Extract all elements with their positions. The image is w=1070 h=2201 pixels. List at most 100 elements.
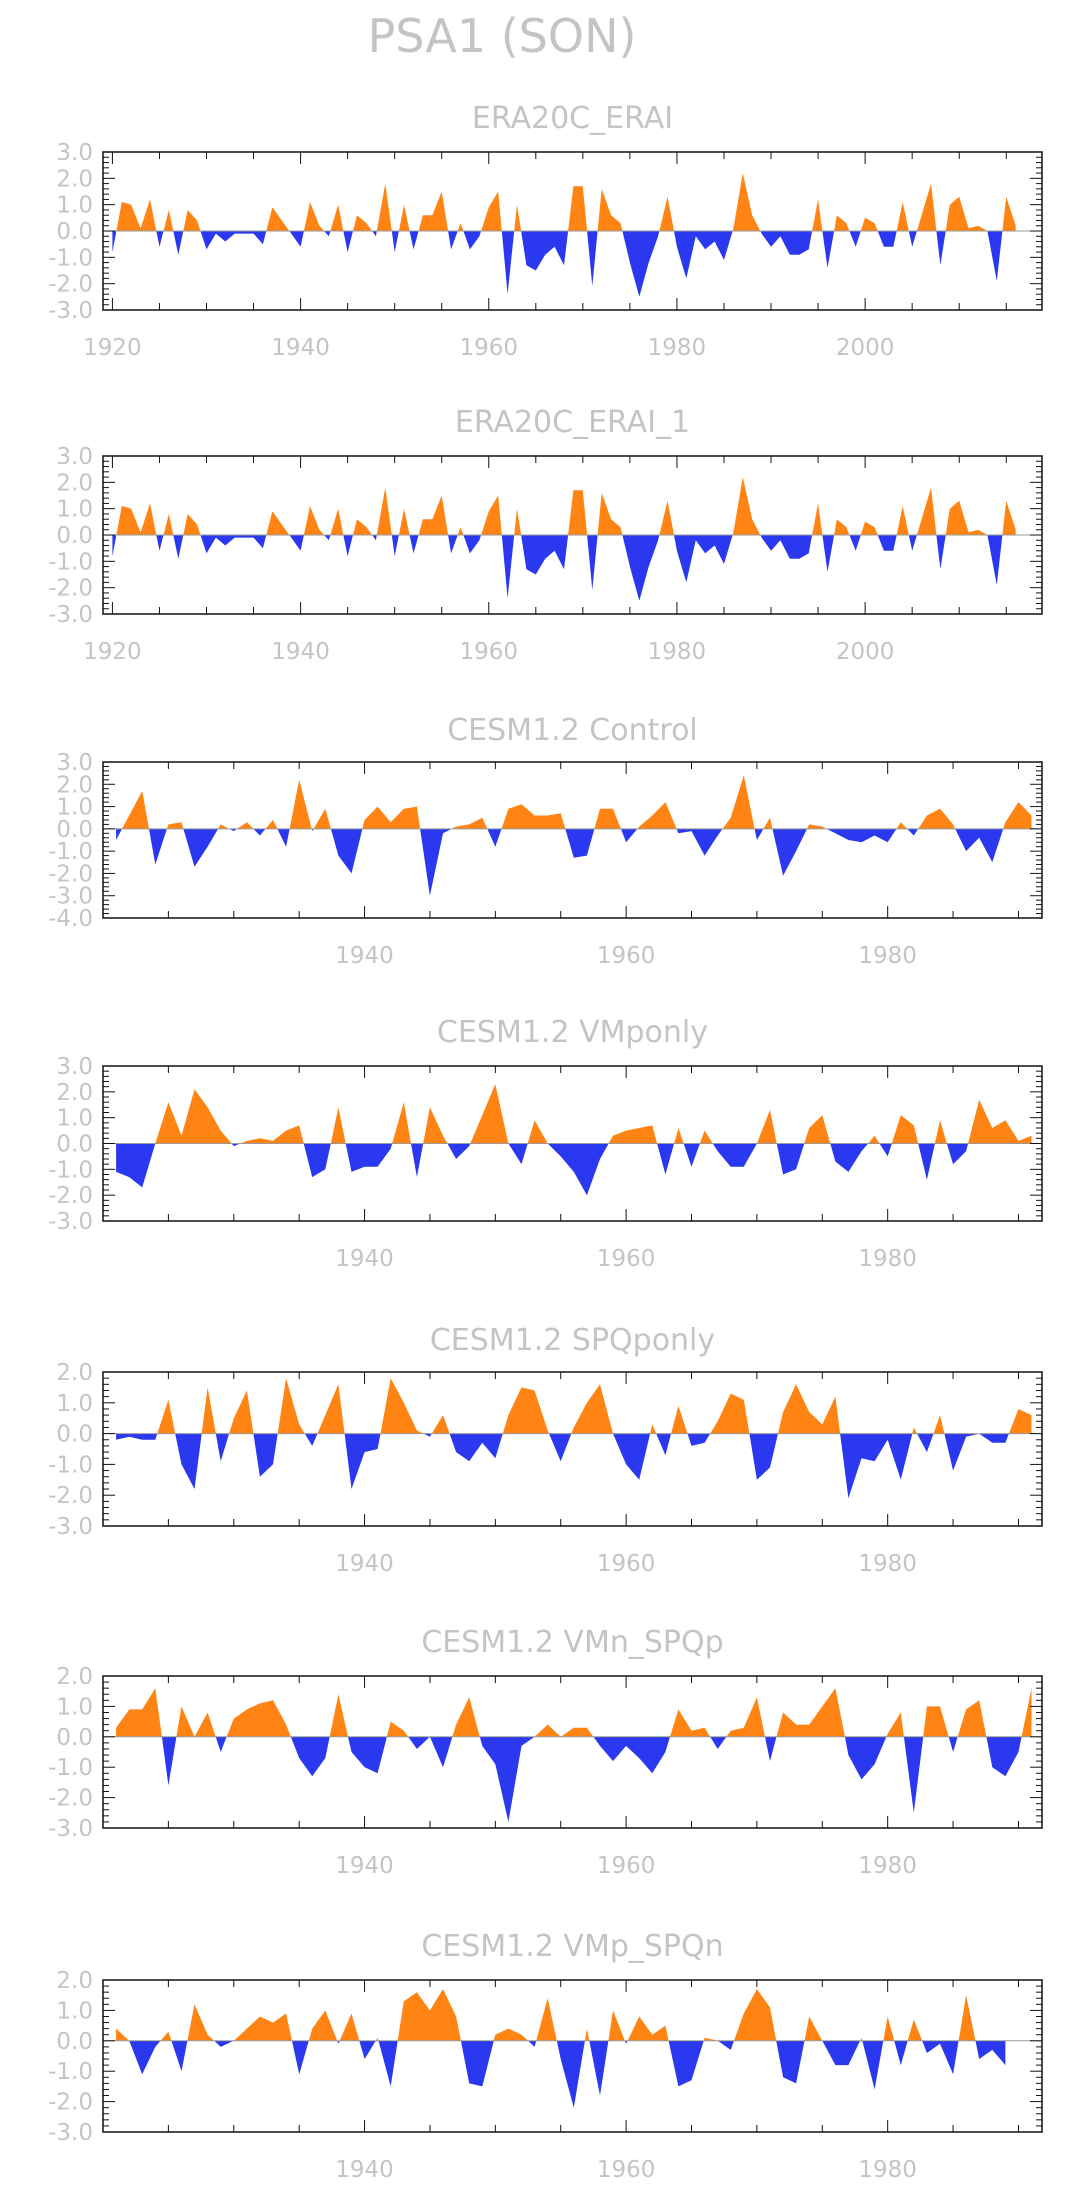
page-title: PSA1 (SON) [368, 9, 637, 63]
negative-area [116, 1736, 1032, 1822]
x-tick-label: 1940 [335, 2157, 394, 2183]
panel-3: CESM1.2 Control 3.02.01.00.0-1.0-2.0-3.0-… [48, 713, 1043, 969]
panel-title: CESM1.2 VMponly [437, 1015, 708, 1050]
y-tick-label: -2.0 [48, 576, 93, 602]
y-tick-label: -3.0 [48, 1209, 93, 1235]
panel-7: CESM1.2 VMp_SPQn 2.0 1.0 0.0 -1.0 -2.0 -3.0 194… [48, 1929, 1043, 2183]
x-tick-label: 1920 [83, 639, 142, 665]
panel-title: ERA20C_ERAI_1 [455, 405, 690, 440]
y-tick-label: -3.0 [48, 602, 93, 628]
y-tick-label: -1.0 [48, 1157, 93, 1183]
panel-2: ERA20C_ERAI_1 3.02.01.00.0-1.0-2.0-3.0 192… [48, 405, 1043, 665]
x-tick-label: 1920 [83, 335, 142, 361]
y-tick-label: 2.0 [56, 1664, 93, 1690]
y-tick-label: 0.0 [56, 219, 93, 245]
panel-title: CESM1.2 SPQponly [430, 1323, 715, 1358]
positive-area [116, 1989, 1006, 2041]
plot-frame [102, 761, 1043, 919]
x-tick-label: 1960 [597, 943, 656, 969]
y-tick-label: -1.0 [48, 2059, 93, 2085]
panel-title: CESM1.2 Control [447, 713, 698, 748]
y-tick-label: 2.0 [56, 1968, 93, 1994]
y-tick-label: -1.0 [48, 839, 93, 865]
x-tick-label: 1980 [648, 335, 707, 361]
positive-area [116, 1688, 1032, 1737]
panel-4: CESM1.2 VMponly 3.02.01.00.0-1.0-2.0-3.0 1… [48, 1015, 1043, 1272]
x-tick-label: 1960 [459, 639, 518, 665]
plot-frame [102, 1675, 1043, 1829]
negative-area [116, 828, 1032, 896]
x-tick-label: 1940 [335, 1246, 394, 1272]
x-tick-label: 1960 [459, 335, 518, 361]
y-tick-label: 1.0 [56, 193, 93, 219]
x-tick-label: 1980 [648, 639, 707, 665]
x-tick-label: 2000 [836, 335, 895, 361]
y-tick-label: 1.0 [56, 795, 93, 821]
y-tick-label: 1.0 [56, 1998, 93, 2024]
y-tick-label: 1.0 [56, 1106, 93, 1132]
y-tick-label: 1.0 [56, 1391, 93, 1417]
plot-frame [102, 1371, 1043, 1527]
y-tick-label: 3.0 [56, 140, 93, 166]
y-tick-label: -2.0 [48, 2090, 93, 2116]
y-tick-label: 0.0 [56, 523, 93, 549]
x-tick-label: 1960 [597, 1551, 656, 1577]
positive-area [116, 775, 1032, 829]
plot-frame [102, 1979, 1043, 2133]
y-tick-label: 0.0 [56, 817, 93, 843]
y-tick-label: 0.0 [56, 2029, 93, 2055]
positive-area [112, 173, 1016, 231]
y-tick-label: -1.0 [48, 1755, 93, 1781]
y-tick-label: -2.0 [48, 861, 93, 887]
y-tick-label: -3.0 [48, 1816, 93, 1842]
y-tick-label: 3.0 [56, 750, 93, 776]
negative-area [116, 1143, 1032, 1196]
y-tick-label: 0.0 [56, 1132, 93, 1158]
y-tick-label: -3.0 [48, 298, 93, 324]
negative-area [112, 535, 1016, 601]
x-tick-label: 1940 [335, 943, 394, 969]
panel-5: CESM1.2 SPQponly 2.0 1.0 0.0 -1.0 -2.0 -3.0 194… [48, 1323, 1043, 1577]
y-tick-label: 2.0 [56, 166, 93, 192]
x-tick-label: 1960 [597, 1246, 656, 1272]
positive-area [116, 1084, 1032, 1144]
x-tick-label: 1980 [858, 2157, 917, 2183]
x-tick-label: 1980 [858, 1853, 917, 1879]
y-tick-label: -2.0 [48, 1183, 93, 1209]
y-tick-label: -3.0 [48, 1514, 93, 1540]
y-tick-label: -4.0 [48, 906, 93, 932]
x-tick-label: 1960 [597, 2157, 656, 2183]
positive-area [116, 1378, 1032, 1434]
y-tick-label: 1.0 [56, 1694, 93, 1720]
y-tick-label: 3.0 [56, 444, 93, 470]
y-tick-label: -1.0 [48, 549, 93, 575]
x-tick-label: 1940 [335, 1853, 394, 1879]
y-tick-label: 2.0 [56, 772, 93, 798]
x-tick-label: 1980 [858, 1551, 917, 1577]
panel-1: ERA20C_ERAI 3.02.01.00.0-1.0-2.0-3.0 1920 1… [48, 101, 1043, 361]
negative-area [116, 1433, 1032, 1499]
x-tick-label: 2000 [836, 639, 895, 665]
y-tick-label: -1.0 [48, 245, 93, 271]
negative-area [116, 2040, 1006, 2108]
x-tick-label: 1940 [271, 639, 330, 665]
y-tick-label: 2.0 [56, 470, 93, 496]
y-tick-label: -2.0 [48, 272, 93, 298]
positive-area [112, 477, 1016, 535]
y-tick-label: 0.0 [56, 1422, 93, 1448]
x-tick-label: 1940 [271, 335, 330, 361]
y-tick-label: -2.0 [48, 1786, 93, 1812]
y-tick-label: 2.0 [56, 1360, 93, 1386]
panel-title: CESM1.2 VMn_SPQp [421, 1625, 723, 1660]
panel-title: CESM1.2 VMp_SPQn [421, 1929, 723, 1964]
y-tick-label: -1.0 [48, 1452, 93, 1478]
y-tick-label: -2.0 [48, 1483, 93, 1509]
panel-title: ERA20C_ERAI [472, 101, 673, 136]
y-tick-label: 1.0 [56, 497, 93, 523]
y-tick-label: -3.0 [48, 884, 93, 910]
x-tick-label: 1980 [858, 1246, 917, 1272]
y-tick-label: 3.0 [56, 1054, 93, 1080]
y-tick-label: -3.0 [48, 2120, 93, 2146]
y-tick-label: 0.0 [56, 1725, 93, 1751]
